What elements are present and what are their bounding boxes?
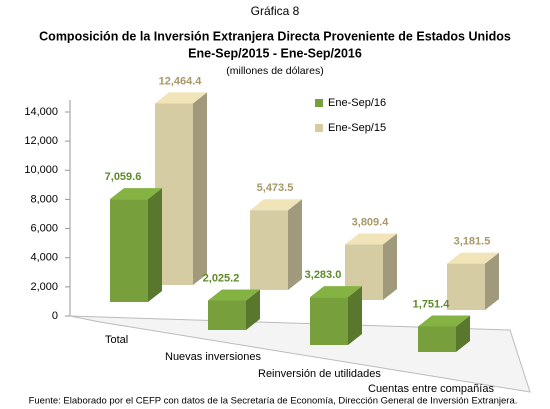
bar-side [383,233,397,300]
y-tick-label: 10,000 [24,164,58,176]
bar-front [310,297,348,345]
y-tick-label: 4,000 [30,252,58,264]
y-tick-label: 2,000 [30,281,58,293]
y-tick-label: 8,000 [30,193,58,205]
legend-swatch [315,99,323,107]
bar-side [288,199,302,290]
y-tick-label: 14,000 [24,106,58,118]
bar [310,286,362,345]
bar-side [193,92,207,285]
bar-front [418,326,456,352]
value-label: 2,025.2 [203,272,240,284]
legend-label: Ene-Sep/15 [328,122,386,134]
bar-side [456,315,470,352]
bar-top [418,315,470,327]
bar [250,199,302,290]
bar-front [447,263,485,310]
y-tick-label: 12,000 [24,135,58,147]
bar-top [110,188,162,200]
bar-top [250,199,302,211]
chart-source: Fuente: Elaborado por el CEFP con datos … [29,396,518,407]
bar [208,289,260,330]
value-label: 1,751.4 [413,298,451,310]
y-tick-label: 0 [52,310,58,322]
bar-front [208,300,246,330]
bar [447,252,499,310]
x-tick-label: Nuevas inversiones [165,351,261,363]
bar-top [208,289,260,301]
bar-side [485,252,499,310]
y-tick-label: 6,000 [30,222,58,234]
legend-label: Ene-Sep/16 [328,97,386,109]
bar-side [148,188,162,302]
bar [155,92,207,285]
bar-top [345,233,397,245]
value-label: 3,283.0 [305,269,342,281]
chart-subtitle: Composición de la Inversión Extranjera D… [39,29,511,43]
value-label: 12,464.4 [159,75,203,87]
bar-top [447,252,499,264]
value-label: 5,473.5 [257,182,294,194]
value-label: 3,181.5 [454,236,491,248]
floor [69,315,531,393]
x-tick-label: Reinversión de utilidades [258,368,381,380]
x-tick-label: Cuentas entre compañías [368,383,494,395]
bar-top [310,286,362,298]
x-tick-label: Total [105,334,128,346]
bar-side [246,289,260,330]
bar [418,315,470,352]
bar-top [155,92,207,104]
bar-front [250,210,288,290]
bar [110,188,162,302]
bar-front [110,199,148,302]
chart-period: Ene-Sep/2015 - Ene-Sep/2016 [188,46,362,60]
chart-units: (millones de dólares) [226,65,323,77]
value-label: 7,059.6 [105,171,142,183]
chart-title: Gráfica 8 [251,4,300,18]
bar-side [348,286,362,345]
legend-swatch [315,124,323,132]
value-label: 3,809.4 [352,216,390,228]
